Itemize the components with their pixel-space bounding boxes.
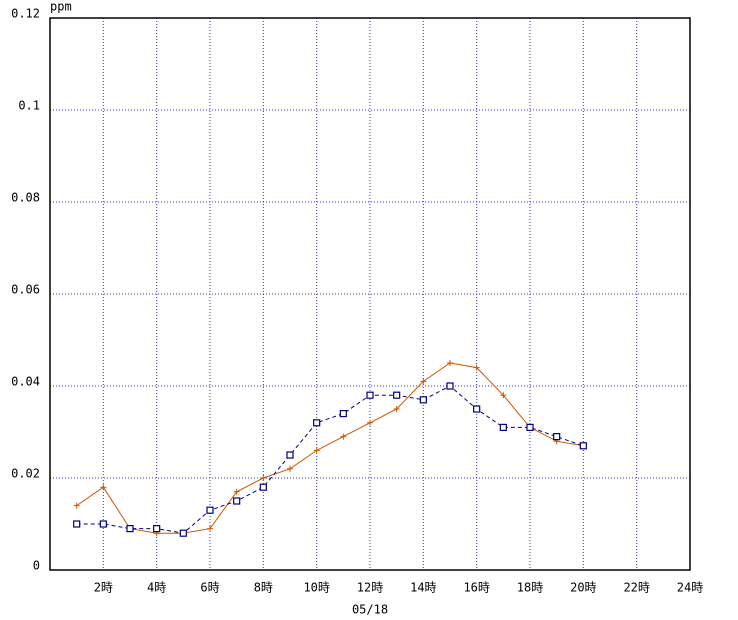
x-tick-label: 14時 bbox=[410, 581, 436, 595]
y-unit: ppm bbox=[50, 0, 72, 14]
y-tick-label: 0.12 bbox=[11, 7, 40, 21]
x-tick-label: 18時 bbox=[517, 581, 543, 595]
marker bbox=[419, 396, 427, 404]
marker bbox=[393, 406, 400, 412]
marker bbox=[313, 447, 320, 454]
marker bbox=[260, 475, 267, 481]
marker bbox=[340, 433, 347, 440]
y-tick-label: 0.02 bbox=[11, 467, 40, 481]
marker bbox=[446, 382, 454, 390]
marker bbox=[366, 391, 374, 399]
y-tick-label: 0.1 bbox=[18, 99, 40, 113]
marker bbox=[233, 497, 241, 505]
marker bbox=[447, 360, 453, 366]
y-tick-label: 0.06 bbox=[11, 283, 40, 297]
marker bbox=[206, 506, 214, 514]
marker bbox=[100, 484, 107, 491]
marker bbox=[153, 524, 161, 533]
marker bbox=[73, 520, 81, 528]
marker bbox=[473, 405, 481, 413]
marker bbox=[500, 392, 507, 399]
marker bbox=[339, 410, 347, 418]
marker bbox=[553, 433, 561, 441]
x-tick-label: 24時 bbox=[677, 581, 703, 595]
marker bbox=[287, 465, 293, 472]
marker bbox=[286, 451, 294, 459]
x-tick-label: 8時 bbox=[254, 581, 273, 595]
marker bbox=[499, 423, 507, 431]
marker bbox=[73, 502, 80, 509]
x-tick-label: 16時 bbox=[463, 581, 489, 595]
x-axis-label: 05/18 bbox=[352, 603, 388, 617]
marker bbox=[179, 529, 187, 537]
x-tick-label: 4時 bbox=[147, 581, 166, 595]
y-tick-label: 0 bbox=[33, 559, 40, 573]
x-tick-label: 10時 bbox=[303, 581, 329, 595]
x-tick-label: 20時 bbox=[570, 581, 596, 595]
marker bbox=[99, 520, 107, 528]
y-tick-label: 0.04 bbox=[11, 375, 40, 389]
marker bbox=[473, 364, 480, 371]
marker bbox=[233, 488, 240, 495]
x-tick-label: 12時 bbox=[357, 581, 383, 595]
marker bbox=[393, 391, 401, 399]
marker bbox=[207, 525, 213, 532]
series-line bbox=[76, 385, 584, 534]
marker bbox=[579, 442, 587, 450]
marker bbox=[420, 378, 427, 385]
plot-frame bbox=[49, 17, 691, 571]
x-tick-label: 6時 bbox=[200, 581, 219, 595]
marker bbox=[367, 419, 373, 426]
marker bbox=[526, 423, 534, 431]
y-tick-label: 0.08 bbox=[11, 191, 40, 205]
marker bbox=[126, 524, 134, 533]
x-tick-label: 2時 bbox=[94, 581, 113, 595]
series-line bbox=[76, 362, 584, 534]
x-tick-label: 22時 bbox=[623, 581, 649, 595]
marker bbox=[313, 419, 321, 427]
marker bbox=[259, 483, 267, 491]
